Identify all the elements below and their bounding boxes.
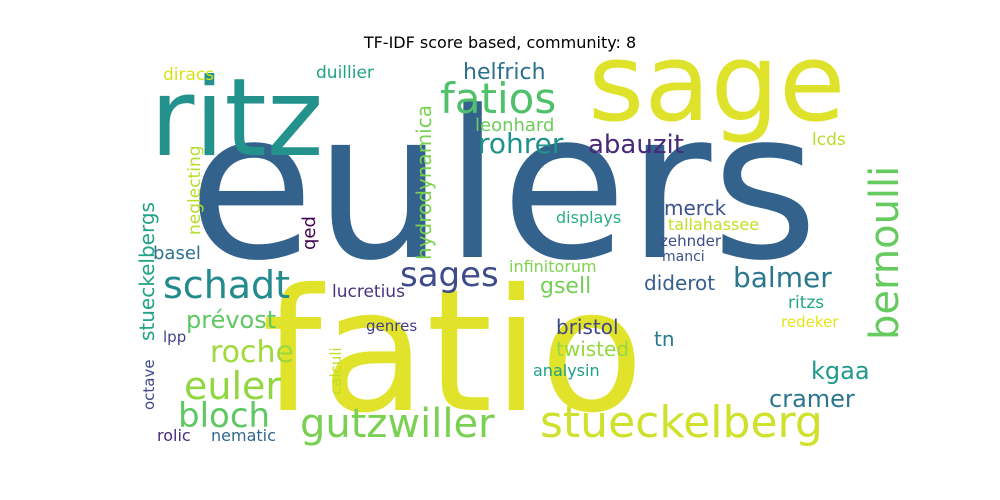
word-bloch: bloch — [178, 396, 270, 436]
chart-title: TF-IDF score based, community: 8 — [363, 33, 637, 52]
word-infinitorum: infinitorum — [509, 257, 597, 276]
word-leonhard: leonhard — [475, 115, 554, 136]
word-sages: sages — [400, 255, 499, 295]
word-redeker: redeker — [781, 313, 839, 331]
word-manci: manci — [662, 249, 705, 265]
word-kgaa: kgaa — [811, 357, 870, 385]
word-bernoulli: bernoulli — [862, 166, 908, 340]
word-nematic: nematic — [211, 426, 276, 445]
word-stueckelbergs: stueckelbergs — [135, 202, 159, 341]
word-diderot: diderot — [644, 271, 715, 295]
word-analysin: analysin — [533, 361, 600, 380]
word-abauzit: abauzit — [588, 130, 684, 160]
word-octave: octave — [140, 359, 158, 410]
word-stueckelberg: stueckelberg — [540, 397, 823, 448]
word-sage: sage — [588, 21, 845, 146]
word-gutzwiller: gutzwiller — [300, 401, 495, 447]
word-merck: merck — [664, 196, 727, 220]
word-basel: basel — [153, 243, 201, 264]
word-tn: tn — [654, 327, 675, 351]
word-qed: qed — [299, 216, 320, 250]
word-tallahassee: tallahassee — [668, 215, 759, 234]
word-roche: roche — [210, 335, 294, 370]
word-rohrer: rohrer — [478, 127, 564, 160]
word-duillier: duillier — [316, 63, 374, 83]
word-balmer: balmer — [733, 261, 832, 294]
word-lcds: lcds — [812, 130, 846, 150]
word-helfrich: helfrich — [463, 60, 546, 85]
word-ritz: ritz — [150, 56, 323, 181]
word-rolic: rolic — [157, 426, 191, 445]
word-fatios: fatios — [440, 74, 556, 123]
word-neglecting: neglecting — [185, 145, 205, 235]
word-lpp: lpp — [163, 328, 186, 346]
word-lucretius: lucretius — [332, 282, 405, 302]
word-eulers: eulers — [188, 68, 818, 306]
word-ritzs: ritzs — [788, 293, 824, 313]
word-zehnder: zehnder — [660, 232, 722, 250]
word-hydrodynamica: hydrodynamica — [412, 105, 436, 260]
word-bristol: bristol — [556, 315, 619, 339]
word-prévost: prévost — [186, 306, 276, 334]
word-fatio: fatio — [262, 253, 644, 451]
word-displays: displays — [556, 208, 621, 227]
word-genres: genres — [366, 317, 417, 335]
word-calculi: calculi — [327, 347, 345, 395]
word-gsell: gsell — [540, 274, 591, 299]
word-cramer: cramer — [769, 385, 855, 413]
word-schadt: schadt — [163, 263, 290, 307]
word-euler: euler — [184, 364, 281, 408]
word-twisted: twisted — [556, 337, 629, 361]
word-diracs: diracs — [163, 65, 214, 85]
